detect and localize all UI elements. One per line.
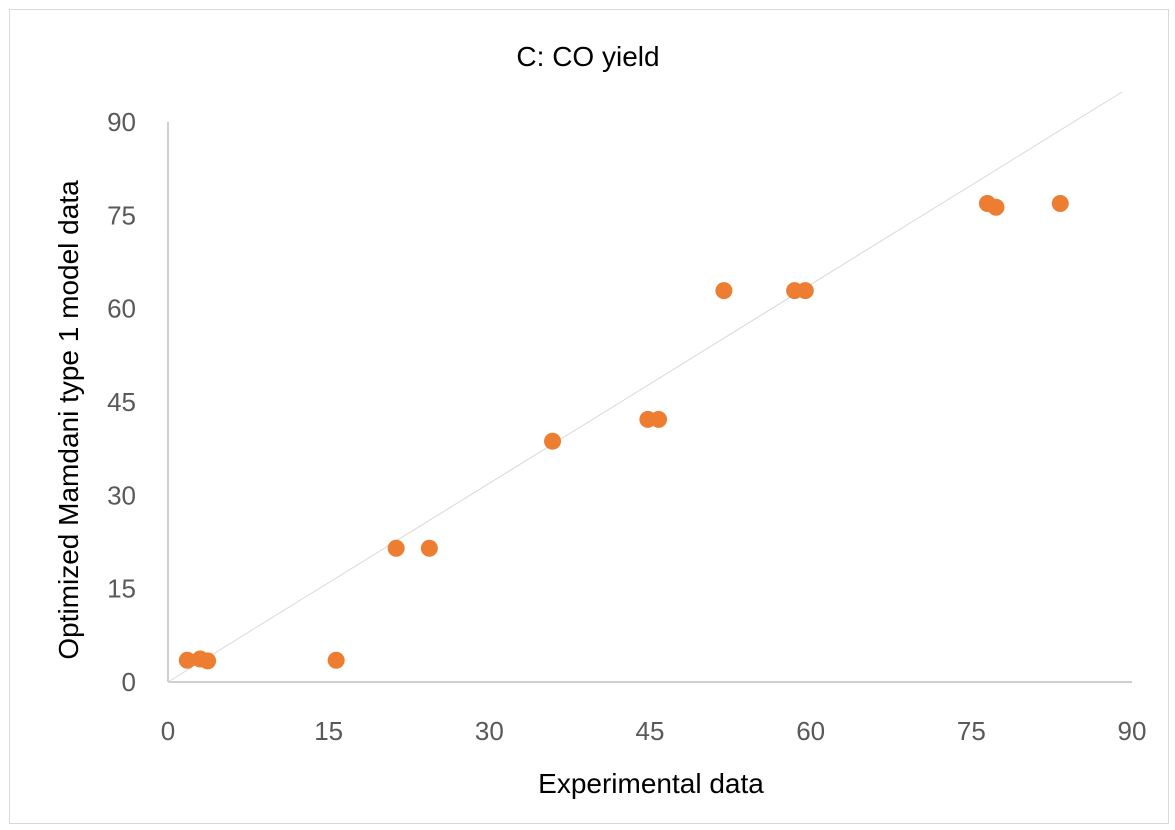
x-tick-label: 15 — [314, 716, 343, 746]
chart-title: C: CO yield — [516, 41, 659, 72]
data-points — [178, 195, 1069, 670]
x-tick-label: 60 — [796, 716, 825, 746]
x-tick-label: 90 — [1118, 716, 1147, 746]
y-tick-label: 0 — [122, 667, 136, 697]
y-axis-title: Optimized Mamdani type 1 model data — [53, 180, 84, 660]
data-point — [987, 198, 1005, 216]
reference-line-layer — [167, 91, 1123, 683]
y-tick-label: 15 — [107, 574, 136, 604]
data-point — [715, 282, 733, 300]
y-tick-label: 60 — [107, 294, 136, 324]
x-tick-label: 75 — [957, 716, 986, 746]
x-tick-label: 30 — [475, 716, 504, 746]
x-axis-title: Experimental data — [538, 768, 764, 799]
chart-frame — [9, 9, 1169, 824]
x-tick-label: 0 — [161, 716, 175, 746]
tick-labels: 0 15 30 45 60 75 90 0 15 30 45 60 75 90 — [107, 107, 1146, 746]
data-point — [1051, 195, 1069, 213]
y-tick-label: 30 — [107, 480, 136, 510]
axes — [167, 122, 1132, 683]
data-point — [650, 410, 668, 428]
y-tick-label: 45 — [107, 387, 136, 417]
data-point — [178, 651, 196, 669]
data-point — [199, 652, 217, 670]
x-tick-label: 45 — [636, 716, 665, 746]
y-tick-label: 75 — [107, 200, 136, 230]
y-tick-label: 90 — [107, 107, 136, 137]
data-point — [327, 651, 345, 669]
data-point — [387, 539, 405, 557]
data-point — [420, 539, 438, 557]
data-point — [544, 432, 562, 450]
reference-line — [167, 91, 1123, 683]
data-point — [796, 282, 814, 300]
